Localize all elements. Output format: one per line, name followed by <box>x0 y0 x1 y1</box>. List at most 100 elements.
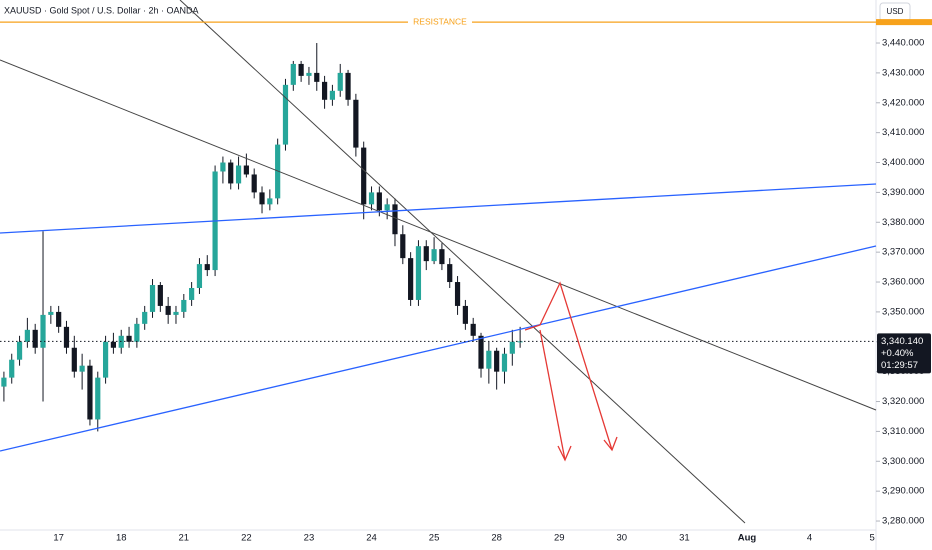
currency: USD <box>887 7 904 16</box>
channel-line <box>0 245 877 452</box>
candle-body <box>196 264 203 289</box>
candle-body <box>71 347 77 372</box>
candle-body <box>267 198 273 205</box>
candle-body <box>392 204 398 235</box>
candle-body <box>470 323 476 336</box>
candle-body <box>376 192 382 211</box>
x-tick-label: 4 <box>807 533 812 544</box>
candle-body <box>415 246 422 300</box>
last-price-box <box>877 333 931 374</box>
candle-body <box>486 350 492 369</box>
x-tick-label: 5 <box>869 533 874 544</box>
resistance-label-bg <box>408 16 472 29</box>
x-tick-label: 30 <box>617 533 628 544</box>
x-tick-label: 28 <box>491 533 502 544</box>
candle-body <box>204 264 210 271</box>
candle-body <box>314 72 320 82</box>
candle-body <box>235 165 242 184</box>
candle-body <box>181 299 187 312</box>
x-tick-label: 21 <box>179 533 190 544</box>
candle-body <box>79 365 85 372</box>
candle-body <box>16 341 23 360</box>
candle-body <box>56 311 62 327</box>
trend-line <box>0 59 877 411</box>
candle-body <box>126 335 132 342</box>
y-tick-label: 3,400.000 <box>882 157 924 168</box>
candle-body <box>134 323 140 342</box>
candle-body <box>173 311 179 315</box>
candle-body <box>408 258 414 300</box>
y-tick-label: 3,380.000 <box>882 217 924 228</box>
resistance-axis-tag <box>876 19 932 26</box>
x-tick-label: 18 <box>116 533 127 544</box>
resistance-label: RESISTANCE <box>413 16 467 26</box>
candle-body <box>384 204 390 211</box>
marks <box>1 43 523 432</box>
y-tick-label: 3,280.000 <box>882 516 924 527</box>
candle-body <box>337 72 343 91</box>
arrow-head <box>603 436 618 452</box>
candle-body <box>149 285 156 312</box>
y-tick-label: 3,390.000 <box>882 187 924 198</box>
candle-body <box>189 288 195 300</box>
y-tick-label: 3,440.000 <box>882 38 924 49</box>
candle-body <box>102 341 109 378</box>
y-tick-label: 3,350.000 <box>882 306 924 317</box>
candle-body <box>259 192 265 205</box>
x-tick-label: 22 <box>241 533 252 544</box>
projection-arrow <box>524 281 613 451</box>
x-tick-label: 25 <box>429 533 440 544</box>
candle-body <box>329 90 336 100</box>
candle-body <box>282 84 289 145</box>
candle-body <box>321 81 328 100</box>
candle-body <box>454 282 461 306</box>
candle-body <box>1 377 7 387</box>
y-tick-label: 3,300.000 <box>882 456 924 467</box>
channel-line <box>0 183 877 234</box>
candle-body <box>142 311 148 324</box>
chart-title: XAUUSD · Gold Spot / U.S. Dollar · 2h · … <box>4 5 199 15</box>
candle-body <box>298 63 304 76</box>
candle-body <box>9 359 15 378</box>
candle-body <box>220 162 226 172</box>
candle-body <box>501 353 508 372</box>
candle-body <box>48 311 54 315</box>
candle-body <box>447 264 453 283</box>
candle-body <box>275 144 281 199</box>
projection-arrow <box>539 329 566 461</box>
y-tick-label: 3,320.000 <box>882 396 924 407</box>
candle-body <box>509 341 515 354</box>
candle-body <box>40 314 46 348</box>
y-tick-label: 3,310.000 <box>882 426 924 437</box>
candle-body <box>462 305 468 324</box>
candle-body <box>368 192 375 205</box>
candle-body <box>87 365 93 420</box>
candle-body <box>423 246 429 262</box>
last-price-label: 3,340.140 <box>881 336 923 347</box>
y-tick-label: 3,290.000 <box>882 486 924 497</box>
candle-body <box>494 350 500 372</box>
candle-body <box>110 341 117 348</box>
trend-line <box>179 0 746 524</box>
candle-body <box>478 335 484 369</box>
arrow-head <box>557 445 572 462</box>
x-tick-label: Aug <box>738 533 757 544</box>
candle-body <box>32 329 38 348</box>
candle-body <box>95 377 101 420</box>
candle-body <box>345 72 351 100</box>
candle-body <box>228 162 234 184</box>
candle-body <box>290 63 296 85</box>
candle-body <box>353 99 359 148</box>
candle-body <box>431 249 437 262</box>
candle-body <box>165 305 171 315</box>
candle-body <box>243 165 249 175</box>
candle-body <box>63 326 70 348</box>
y-tick-label: 3,360.000 <box>882 277 924 288</box>
x-tick-label: 17 <box>53 533 64 544</box>
y-tick-label: 3,420.000 <box>882 97 924 108</box>
candle-body <box>251 174 257 193</box>
candle-body <box>306 72 312 76</box>
y-tick-label: 3,370.000 <box>882 247 924 258</box>
